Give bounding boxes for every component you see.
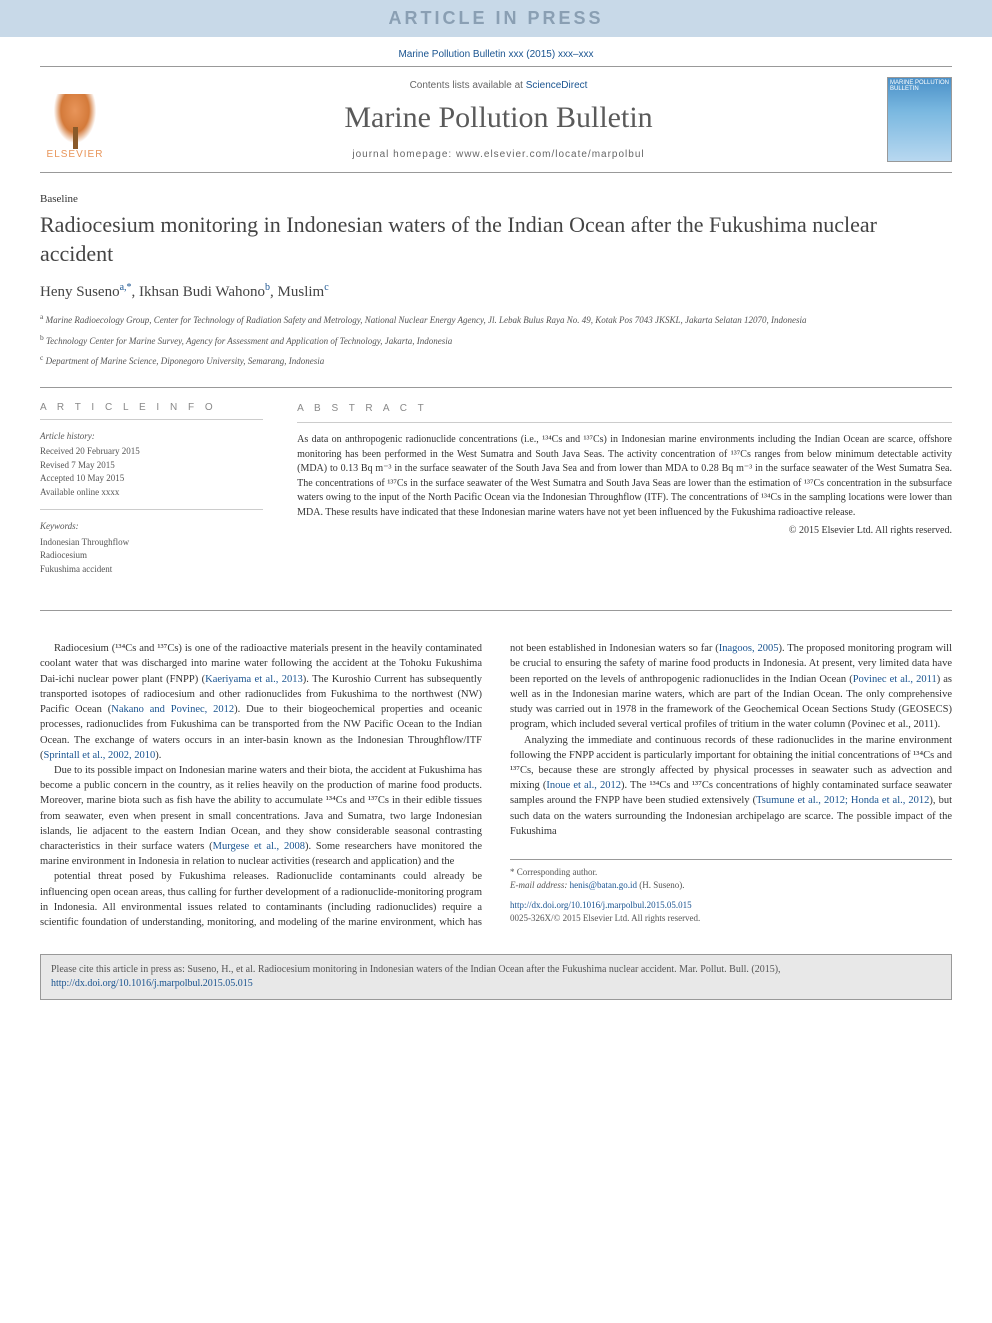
sciencedirect-link[interactable]: ScienceDirect bbox=[526, 80, 588, 91]
author-1[interactable]: Heny Suseno bbox=[40, 284, 120, 300]
body-p4: Analyzing the immediate and continuous r… bbox=[510, 733, 952, 840]
issn-line: 0025-326X/© 2015 Elsevier Ltd. All right… bbox=[510, 913, 700, 923]
abstract: A B S T R A C T As data on anthropogenic… bbox=[277, 388, 952, 611]
affiliation-b: b Technology Center for Marine Survey, A… bbox=[40, 332, 952, 349]
affiliation-c: c Department of Marine Science, Diponego… bbox=[40, 352, 952, 369]
abstract-text: As data on anthropogenic radionuclide co… bbox=[297, 433, 952, 520]
article-in-press-banner: ARTICLE IN PRESS bbox=[0, 0, 992, 37]
keywords: Keywords: Indonesian Throughflow Radioce… bbox=[40, 520, 263, 586]
body-text: Radiocesium (¹³⁴Cs and ¹³⁷Cs) is one of … bbox=[40, 641, 952, 930]
cite-doi-link[interactable]: http://dx.doi.org/10.1016/j.marpolbul.20… bbox=[51, 978, 253, 989]
header-center: Contents lists available at ScienceDirec… bbox=[110, 80, 887, 160]
abstract-heading: A B S T R A C T bbox=[297, 402, 952, 424]
doi-link[interactable]: http://dx.doi.org/10.1016/j.marpolbul.20… bbox=[510, 900, 692, 910]
journal-cover-thumbnail[interactable]: MARINE POLLUTION BULLETIN bbox=[887, 77, 952, 162]
author-2[interactable]: Ikhsan Budi Wahono bbox=[139, 284, 265, 300]
elsevier-tree-icon bbox=[50, 94, 100, 149]
article-history: Article history: Received 20 February 20… bbox=[40, 430, 263, 511]
journal-homepage: journal homepage: www.elsevier.com/locat… bbox=[110, 149, 887, 160]
info-abstract-row: A R T I C L E I N F O Article history: R… bbox=[40, 387, 952, 612]
body-p1: Radiocesium (¹³⁴Cs and ¹³⁷Cs) is one of … bbox=[40, 641, 482, 763]
cite-bar: Please cite this article in press as: Su… bbox=[40, 954, 952, 1000]
abstract-copyright: © 2015 Elsevier Ltd. All rights reserved… bbox=[297, 524, 952, 539]
author-3[interactable]: Muslim bbox=[278, 284, 325, 300]
article-body: Baseline Radiocesium monitoring in Indon… bbox=[0, 173, 992, 940]
article-type: Baseline bbox=[40, 193, 952, 205]
article-info: A R T I C L E I N F O Article history: R… bbox=[40, 388, 277, 611]
contents-line: Contents lists available at ScienceDirec… bbox=[110, 80, 887, 91]
elsevier-logo[interactable]: ELSEVIER bbox=[40, 80, 110, 160]
journal-reference: Marine Pollution Bulletin xxx (2015) xxx… bbox=[0, 37, 992, 66]
journal-header: ELSEVIER Contents lists available at Sci… bbox=[40, 66, 952, 173]
affiliation-a: a Marine Radioecology Group, Center for … bbox=[40, 311, 952, 328]
article-title: Radiocesium monitoring in Indonesian wat… bbox=[40, 211, 952, 268]
authors: Heny Susenoa,*, Ikhsan Budi Wahonob, Mus… bbox=[40, 282, 952, 301]
corresponding-footer: * Corresponding author. E-mail address: … bbox=[510, 859, 952, 924]
elsevier-label: ELSEVIER bbox=[47, 149, 104, 160]
journal-name: Marine Pollution Bulletin bbox=[110, 101, 887, 135]
corresponding-label: * Corresponding author. bbox=[510, 866, 952, 879]
body-p2: Due to its possible impact on Indonesian… bbox=[40, 763, 482, 870]
email-line: E-mail address: henis@batan.go.id (H. Su… bbox=[510, 879, 952, 892]
doi-block: http://dx.doi.org/10.1016/j.marpolbul.20… bbox=[510, 899, 952, 924]
banner-text: ARTICLE IN PRESS bbox=[388, 8, 603, 28]
email-link[interactable]: henis@batan.go.id bbox=[570, 880, 637, 890]
info-heading: A R T I C L E I N F O bbox=[40, 402, 263, 420]
